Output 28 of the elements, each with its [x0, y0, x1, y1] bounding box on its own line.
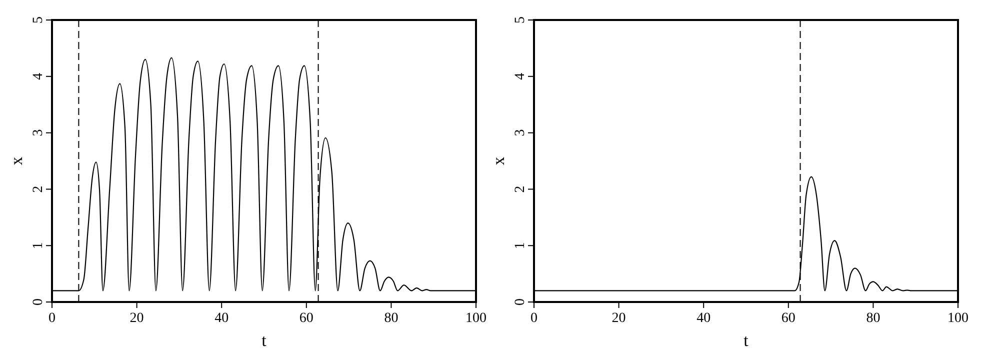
y-tick-label: 5 [31, 16, 46, 24]
x-tick-label: 20 [612, 311, 626, 326]
x-tick-label: 60 [781, 311, 796, 326]
y-tick-label: 3 [513, 129, 528, 136]
y-tick-label: 4 [513, 72, 528, 80]
y-tick-label: 2 [513, 186, 528, 193]
y-tick-label: 3 [31, 129, 46, 136]
y-tick-label: 5 [513, 16, 528, 24]
x-tick-label: 80 [384, 311, 398, 326]
x-tick-label: 20 [130, 311, 144, 326]
x-tick-label: 0 [48, 311, 56, 326]
y-tick-label: 0 [513, 298, 528, 306]
y-axis-title: x [489, 156, 508, 166]
y-tick-label: 1 [31, 242, 46, 250]
x-tick-label: 40 [696, 311, 711, 326]
y-tick-label: 1 [513, 242, 528, 250]
x-tick-label: 0 [530, 311, 538, 326]
y-axis-title: x [7, 156, 26, 166]
x-tick-label: 60 [299, 311, 314, 326]
y-tick-label: 4 [31, 72, 46, 80]
x-axis-title: t [744, 331, 749, 350]
y-tick-label: 2 [31, 186, 46, 193]
x-tick-label: 80 [866, 311, 880, 326]
x-tick-label: 40 [214, 311, 229, 326]
x-tick-label: 100 [466, 311, 486, 326]
y-tick-label: 0 [31, 298, 46, 306]
x-tick-label: 100 [948, 311, 968, 326]
x-axis-title: t [262, 331, 267, 350]
